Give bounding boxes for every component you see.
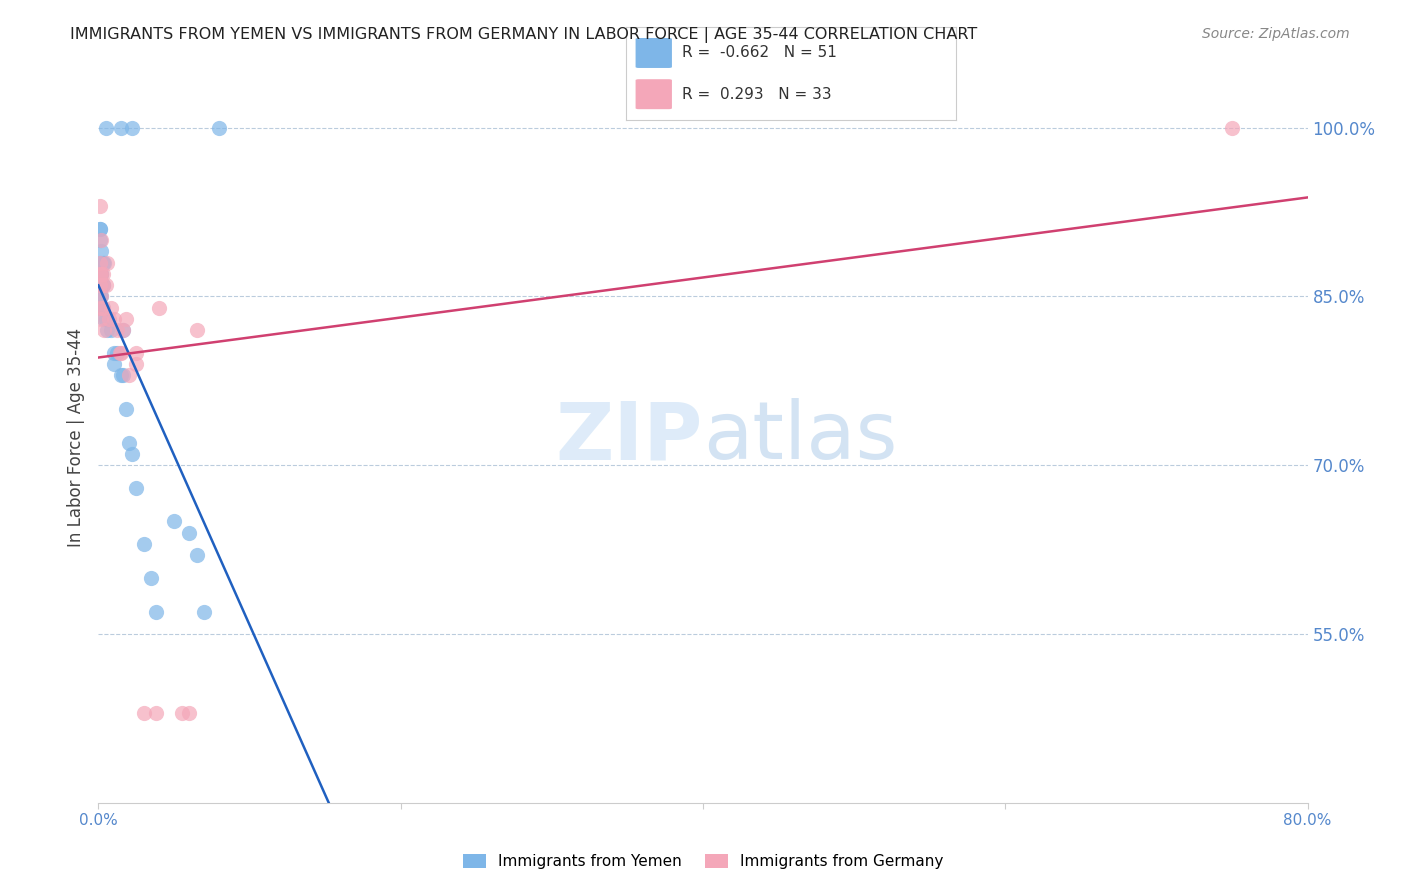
Point bbox=[90, 289, 112, 303]
Point bbox=[89, 255, 111, 269]
Point bbox=[145, 605, 167, 619]
Text: ZIP: ZIP bbox=[555, 398, 703, 476]
Point bbox=[148, 301, 170, 315]
Point bbox=[186, 323, 208, 337]
Point bbox=[145, 706, 167, 720]
Point bbox=[108, 345, 131, 359]
Point bbox=[93, 255, 115, 269]
FancyBboxPatch shape bbox=[636, 38, 672, 68]
Point bbox=[89, 301, 111, 315]
Point bbox=[118, 368, 141, 383]
Point bbox=[89, 233, 111, 247]
Legend: Immigrants from Yemen, Immigrants from Germany: Immigrants from Yemen, Immigrants from G… bbox=[457, 848, 949, 875]
Point bbox=[125, 357, 148, 371]
Point bbox=[179, 706, 201, 720]
Point bbox=[111, 323, 134, 337]
Point bbox=[89, 289, 111, 303]
Point bbox=[93, 312, 115, 326]
Point bbox=[110, 345, 132, 359]
Point bbox=[132, 537, 155, 551]
Point bbox=[89, 289, 111, 303]
Point bbox=[163, 515, 186, 529]
Point bbox=[110, 120, 132, 135]
Point bbox=[89, 278, 111, 293]
Point bbox=[91, 267, 114, 281]
Text: atlas: atlas bbox=[703, 398, 897, 476]
Point bbox=[94, 278, 117, 293]
Point bbox=[89, 222, 111, 236]
Point bbox=[90, 244, 112, 259]
Point bbox=[89, 289, 111, 303]
Point bbox=[132, 706, 155, 720]
Point bbox=[90, 267, 112, 281]
Point bbox=[208, 120, 231, 135]
Point bbox=[90, 267, 112, 281]
Point bbox=[114, 401, 136, 416]
Text: IMMIGRANTS FROM YEMEN VS IMMIGRANTS FROM GERMANY IN LABOR FORCE | AGE 35-44 CORR: IMMIGRANTS FROM YEMEN VS IMMIGRANTS FROM… bbox=[70, 27, 977, 43]
Point bbox=[193, 605, 215, 619]
Point bbox=[89, 267, 111, 281]
Point bbox=[89, 199, 111, 213]
Point bbox=[94, 312, 117, 326]
Text: R =  0.293   N = 33: R = 0.293 N = 33 bbox=[682, 87, 831, 102]
Text: Source: ZipAtlas.com: Source: ZipAtlas.com bbox=[1202, 27, 1350, 41]
Y-axis label: In Labor Force | Age 35-44: In Labor Force | Age 35-44 bbox=[66, 327, 84, 547]
Point bbox=[103, 345, 125, 359]
Point bbox=[89, 278, 111, 293]
Point bbox=[186, 548, 208, 562]
Point bbox=[93, 323, 115, 337]
Point bbox=[103, 312, 125, 326]
Point bbox=[91, 255, 114, 269]
Point bbox=[91, 301, 114, 315]
Point bbox=[94, 120, 117, 135]
Point bbox=[98, 312, 121, 326]
Point bbox=[89, 267, 111, 281]
Point bbox=[110, 368, 132, 383]
Point bbox=[114, 312, 136, 326]
FancyBboxPatch shape bbox=[636, 79, 672, 109]
Point bbox=[179, 525, 201, 540]
Point bbox=[1220, 120, 1243, 135]
Point bbox=[89, 289, 111, 303]
Point bbox=[91, 278, 114, 293]
Point bbox=[89, 222, 111, 236]
Point bbox=[100, 301, 122, 315]
Point bbox=[90, 312, 112, 326]
Point bbox=[90, 233, 112, 247]
Text: R =  -0.662   N = 51: R = -0.662 N = 51 bbox=[682, 45, 837, 61]
Point bbox=[90, 289, 112, 303]
Point bbox=[125, 481, 148, 495]
Point bbox=[125, 345, 148, 359]
Point bbox=[121, 447, 143, 461]
Point bbox=[90, 267, 112, 281]
Point bbox=[170, 706, 193, 720]
Point bbox=[105, 345, 128, 359]
Point bbox=[89, 278, 111, 293]
Point bbox=[96, 255, 118, 269]
Point bbox=[111, 368, 134, 383]
Point bbox=[91, 278, 114, 293]
Point bbox=[96, 323, 118, 337]
Point bbox=[90, 278, 112, 293]
Point bbox=[91, 301, 114, 315]
Point bbox=[91, 278, 114, 293]
Point bbox=[100, 323, 122, 337]
Point bbox=[89, 267, 111, 281]
Point bbox=[89, 255, 111, 269]
Point bbox=[105, 323, 128, 337]
Point bbox=[141, 571, 163, 585]
Point bbox=[111, 323, 134, 337]
Point bbox=[121, 120, 143, 135]
Point bbox=[89, 301, 111, 315]
Point bbox=[89, 278, 111, 293]
Point bbox=[118, 435, 141, 450]
Point bbox=[90, 301, 112, 315]
Point bbox=[103, 357, 125, 371]
Point bbox=[89, 267, 111, 281]
